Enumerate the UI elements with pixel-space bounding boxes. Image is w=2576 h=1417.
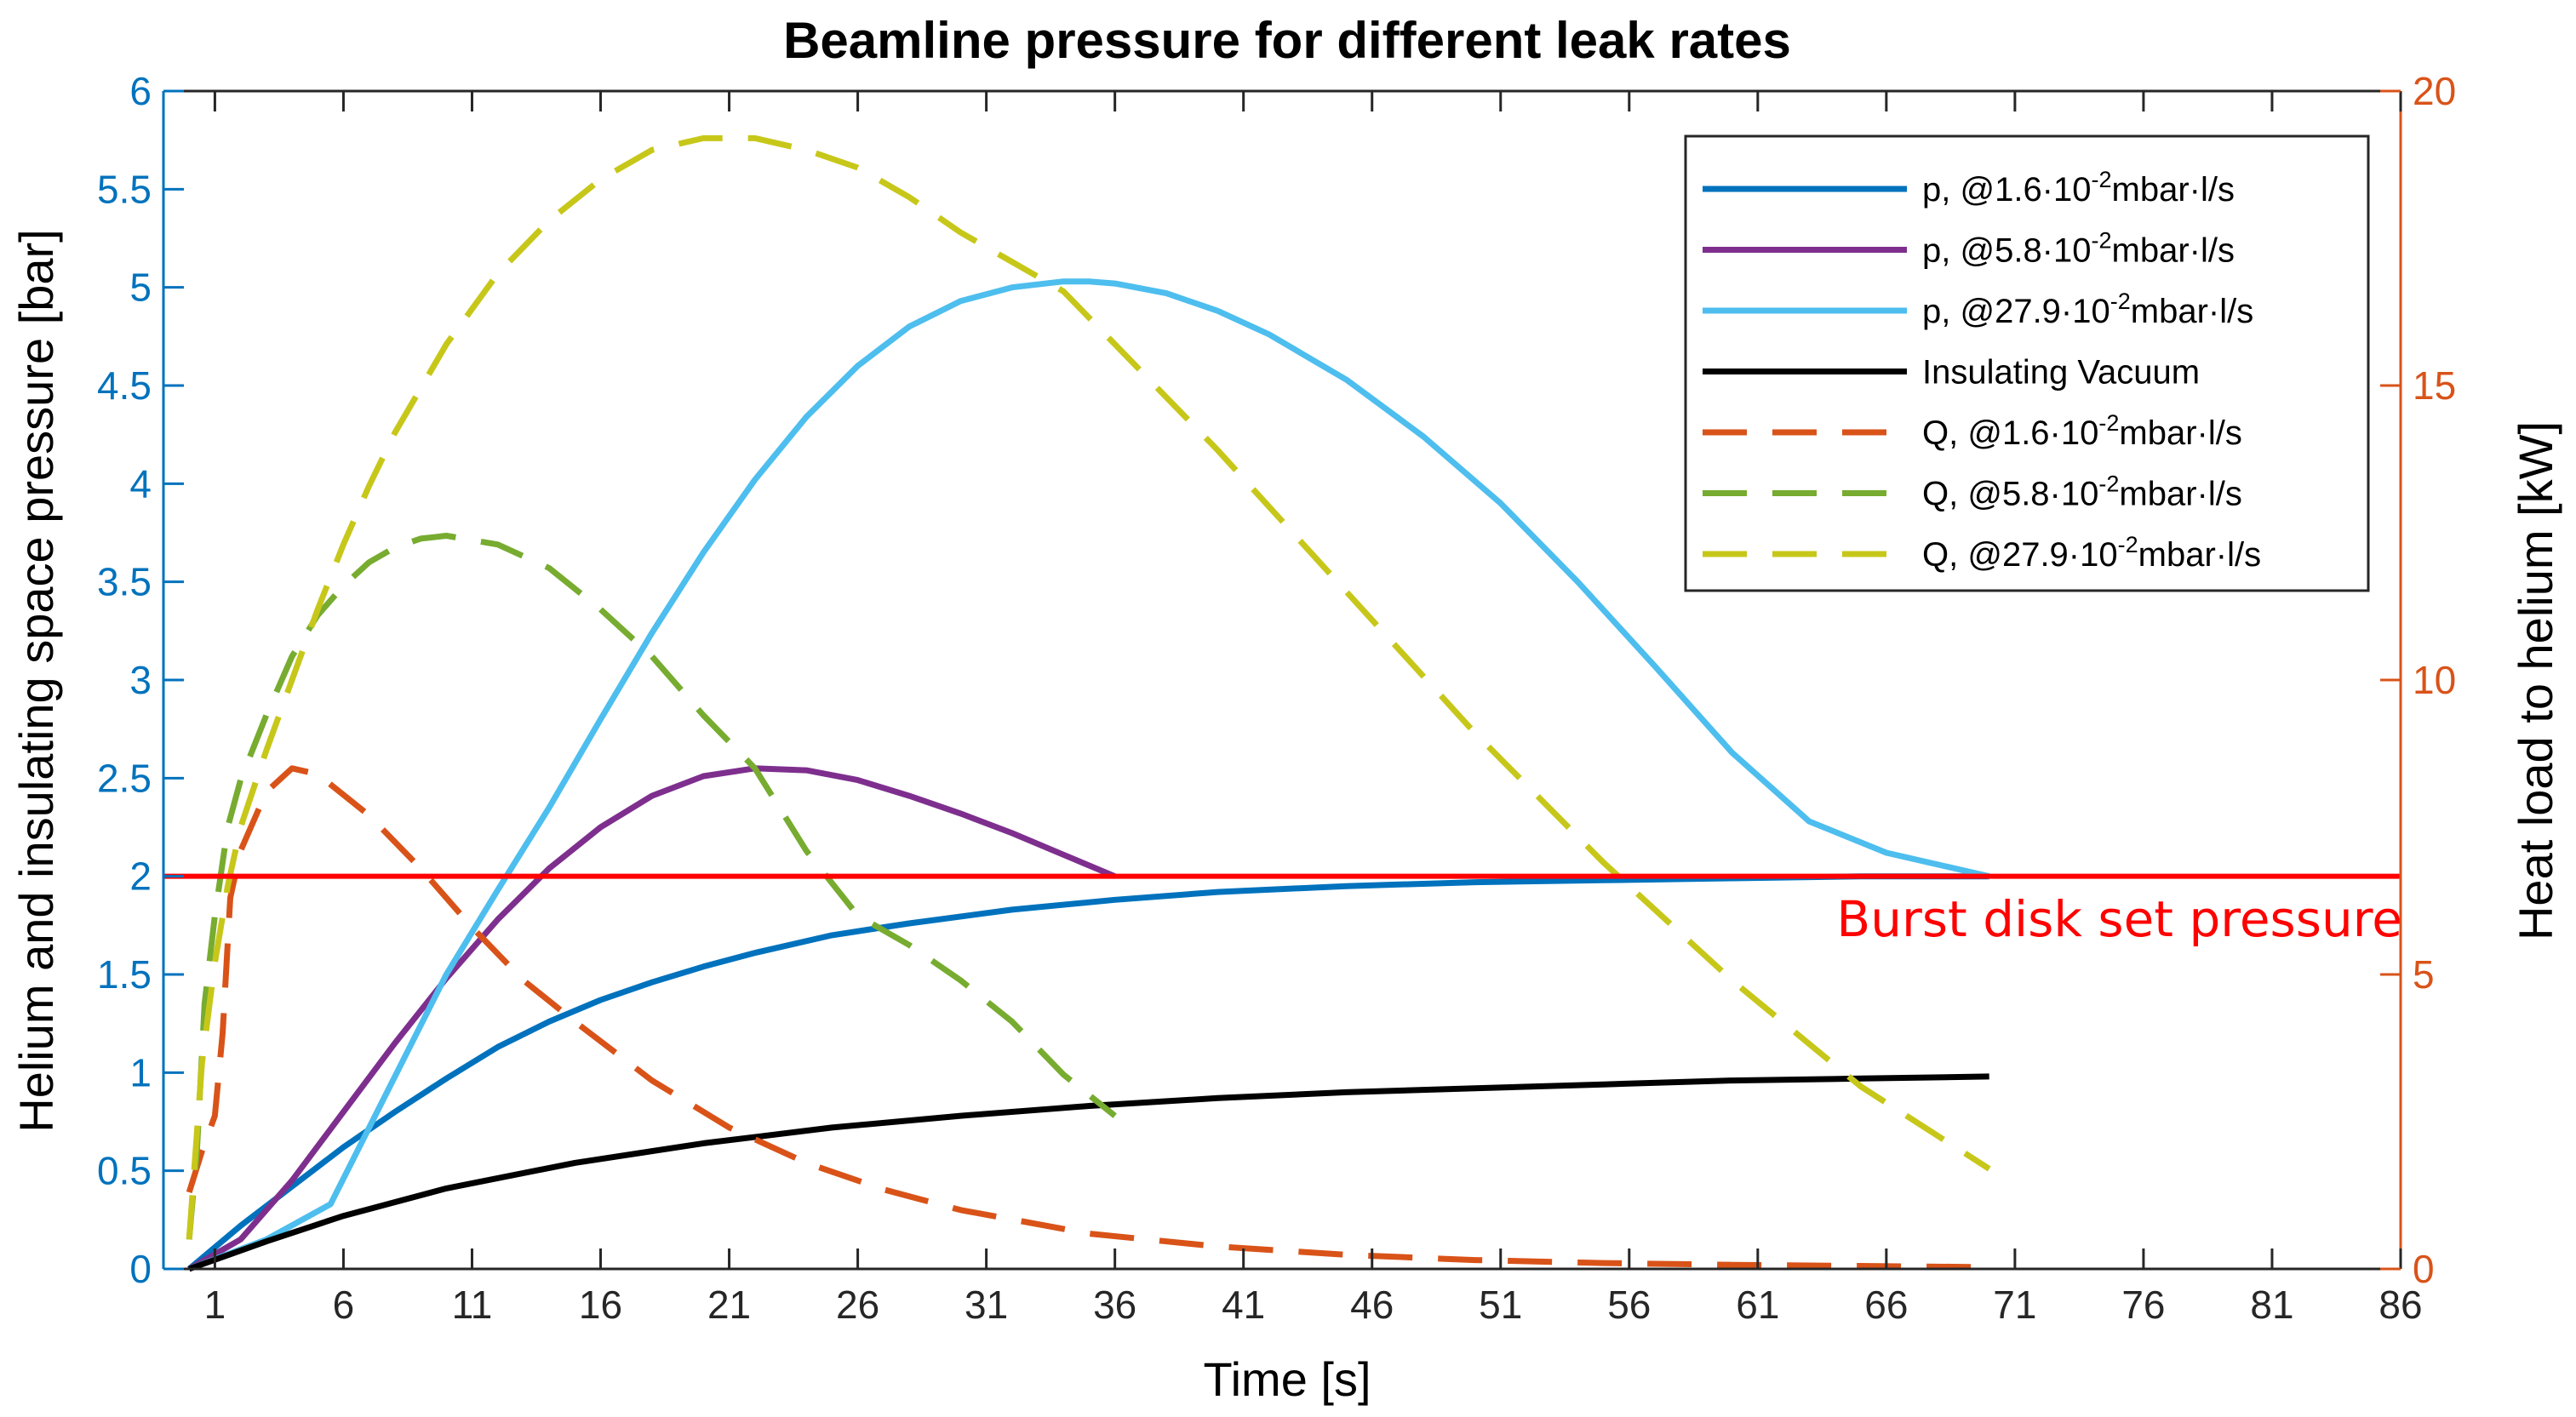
y-left-tick-label: 2.5 (97, 756, 152, 800)
x-tick-label: 21 (707, 1283, 751, 1327)
y-left-tick-label: 6 (129, 69, 152, 113)
legend-label-1: p, @1.6·10-2mbar·l/s (1922, 167, 2235, 209)
y-left-tick-label: 4.5 (97, 363, 152, 408)
x-tick-label: 51 (1479, 1283, 1522, 1327)
legend-label-4: Insulating Vacuum (1922, 354, 2200, 391)
y-left-tick-label: 5 (129, 266, 152, 310)
y-right-tick-label: 20 (2413, 69, 2456, 113)
y-left-tick-label: 3.5 (97, 560, 152, 604)
y-axis-label-left: Helium and insulating space pressure [ba… (9, 229, 63, 1132)
y-right-tick-label: 0 (2413, 1247, 2435, 1291)
x-tick-label: 6 (333, 1283, 355, 1327)
x-tick-label: 71 (1993, 1283, 2036, 1327)
series-line-5 (186, 765, 1989, 1271)
legend-label-2: p, @5.8·10-2mbar·l/s (1922, 228, 2235, 270)
x-tick-label: 61 (1736, 1283, 1779, 1327)
y-left-tick-label: 2 (129, 854, 152, 899)
x-tick-label: 11 (452, 1283, 493, 1327)
y-right-tick-label: 15 (2413, 363, 2456, 408)
x-tick-label: 86 (2379, 1283, 2422, 1327)
legend-box (1684, 134, 2370, 592)
y-left-tick-label: 4 (129, 461, 152, 506)
y-right-tick-label: 5 (2413, 952, 2435, 997)
y-left-tick-label: 3 (129, 658, 152, 702)
x-tick-label: 31 (965, 1283, 1008, 1327)
legend-label-7: Q, @27.9·10-2mbar·l/s (1922, 532, 2261, 574)
x-tick-label: 46 (1350, 1283, 1394, 1327)
x-tick-label: 36 (1093, 1283, 1136, 1327)
series-line-4 (188, 1073, 1989, 1272)
legend: p, @1.6·10-2mbar·l/s p, @5.8·10-2mbar·l/s… (1684, 134, 2370, 592)
x-axis-label: Time [s] (1203, 1352, 1371, 1406)
chart-title: Beamline pressure for different leak rat… (783, 12, 1791, 69)
series-line-7 (186, 134, 1991, 1240)
x-tick-label: 26 (836, 1283, 879, 1327)
x-tick-label: 66 (1864, 1283, 1908, 1327)
y-left-tick-label: 0 (129, 1247, 152, 1291)
y-axis-label-right: Heat load to helium [kW] (2509, 421, 2562, 940)
y-left-tick-label: 0.5 (97, 1149, 152, 1193)
series-line-2 (187, 765, 1117, 1272)
series-line-1 (186, 873, 1989, 1271)
legend-label-3: p, @27.9·10-2mbar·l/s (1922, 289, 2253, 330)
legend-label-5: Q, @1.6·10-2mbar·l/s (1922, 410, 2242, 452)
y-left-tick-label: 1 (129, 1050, 152, 1094)
ticks-layer: 1 6 11 16 21 26 31 36 41 46 51 56 61 66 71 76 81 8600.511… (97, 69, 2456, 1327)
series-line-3 (187, 278, 1990, 1272)
series-line-6 (186, 533, 1117, 1240)
y-right-tick-label: 10 (2413, 658, 2456, 702)
y-left-tick-label: 5.5 (97, 167, 152, 211)
x-tick-label: 16 (579, 1283, 622, 1327)
x-tick-label: 76 (2121, 1283, 2165, 1327)
burst-disk-annotation: Burst disk set pressure (1836, 890, 2402, 948)
x-tick-label: 56 (1607, 1283, 1651, 1327)
legend-label-6: Q, @5.8·10-2mbar·l/s (1922, 471, 2242, 513)
x-tick-label: 1 (204, 1283, 226, 1327)
y-left-tick-label: 1.5 (97, 952, 152, 997)
x-tick-label: 41 (1222, 1283, 1265, 1327)
x-tick-label: 81 (2250, 1283, 2293, 1327)
series-layer (186, 134, 1991, 1272)
